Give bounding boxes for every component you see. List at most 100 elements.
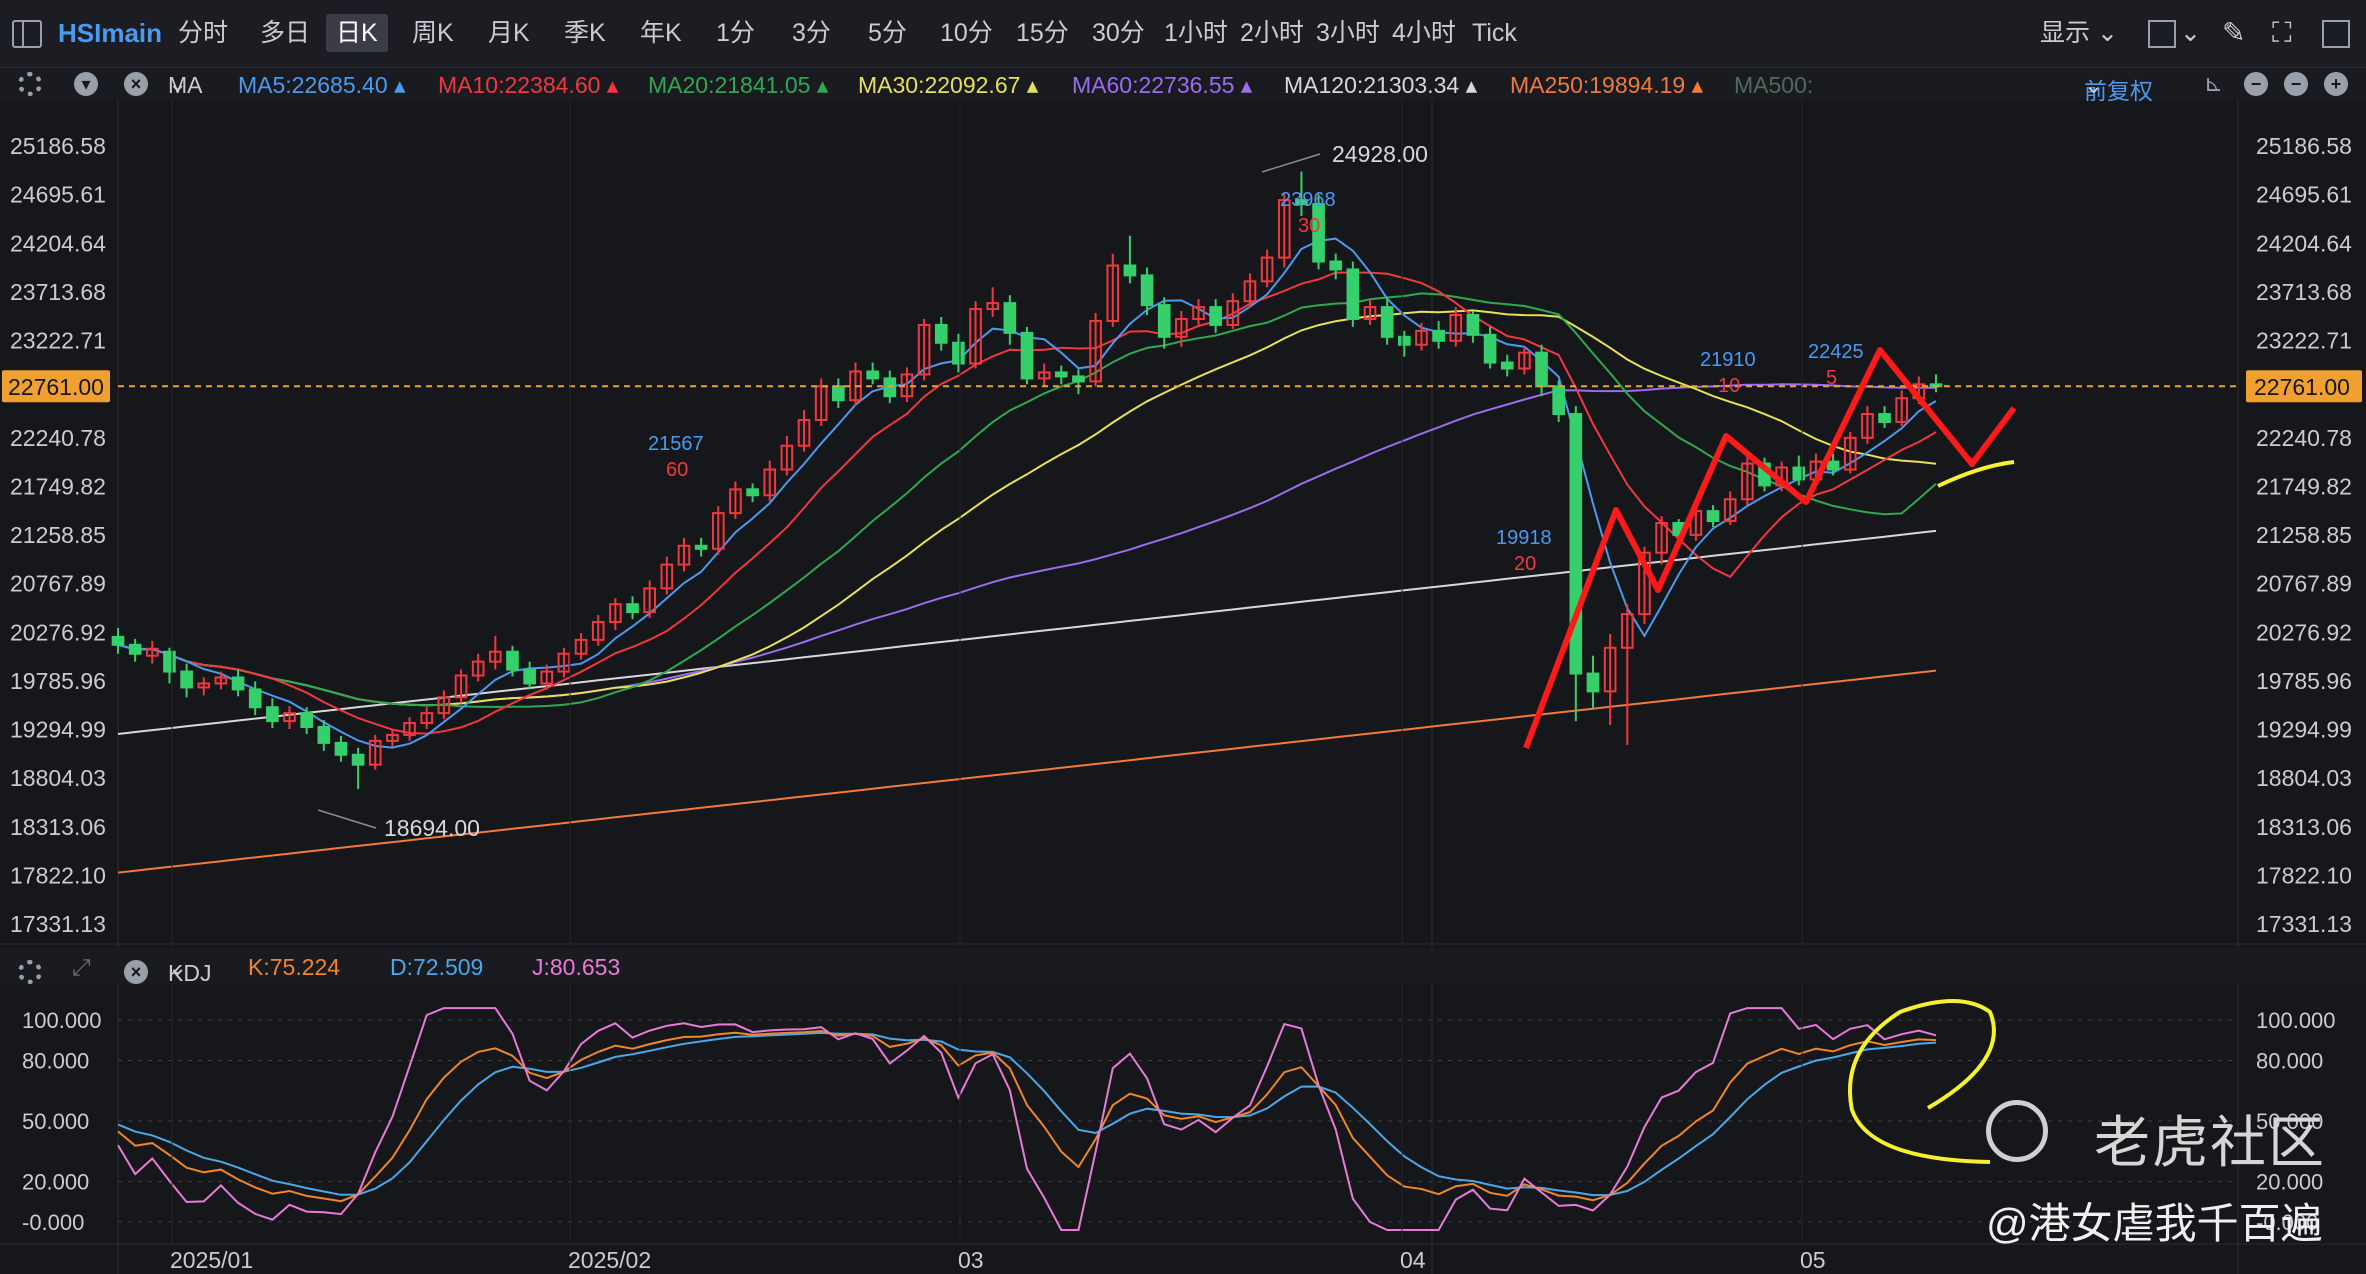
tab-timeframe[interactable]: 4小时 — [1392, 19, 1456, 47]
ma-legend-item[interactable]: MA10:22384.60 ▴ — [438, 72, 619, 98]
kdj-tick-label: -0.000 — [22, 1210, 84, 1235]
fullscreen-icon[interactable]: ⛶ — [2272, 17, 2292, 48]
kdj-tick-label: 100.000 — [2256, 1008, 2336, 1033]
candle-body — [1380, 306, 1394, 338]
candle-body — [471, 660, 485, 677]
candle-body — [1260, 256, 1274, 283]
tab-timeframe[interactable]: 季K — [564, 19, 606, 47]
candle-body — [334, 741, 348, 756]
chart-axis-icon[interactable]: ⊾ — [2204, 70, 2224, 96]
sidebar-toggle-icon[interactable] — [12, 20, 42, 48]
tab-timeframe[interactable]: 30分 — [1092, 19, 1145, 47]
panel-toggle-icon[interactable] — [2322, 20, 2350, 48]
tab-timeframe[interactable]: 多日 — [260, 19, 311, 47]
tab-timeframe[interactable]: 10分 — [940, 19, 993, 47]
ma-legend-item[interactable]: MA250:19894.19 ▴ — [1510, 72, 1704, 98]
candle-body — [883, 377, 897, 398]
price-tick-label: 18804.03 — [2256, 765, 2352, 791]
price-tick-label: 18313.06 — [2256, 814, 2352, 840]
ma5-line — [117, 237, 1937, 749]
tab-timeframe[interactable]: 5分 — [868, 19, 907, 47]
candle-body — [506, 650, 519, 671]
ma-legend-item[interactable]: MA20:21841.05 ▴ — [648, 72, 829, 98]
candle-body — [763, 468, 777, 497]
expand-icon[interactable]: ⤢ — [72, 954, 91, 980]
candle-body — [1569, 413, 1583, 675]
candle-body — [145, 647, 159, 657]
ma-legend-item[interactable]: MA60:22736.55 ▴ — [1072, 72, 1253, 98]
candle-body — [917, 323, 931, 376]
tab-timeframe[interactable]: 分时 — [178, 19, 229, 47]
candle-body — [626, 603, 639, 614]
price-tick-label: 18313.06 — [10, 814, 106, 840]
candle-body — [1483, 333, 1497, 364]
candle-body — [986, 302, 1000, 311]
tab-timeframe[interactable]: 周K — [412, 19, 454, 47]
tab-timeframe[interactable]: 日K — [326, 14, 388, 52]
tab-timeframe[interactable]: 3小时 — [1316, 19, 1380, 47]
low-label: 18694.00 — [384, 815, 480, 841]
ma-note-period: 20 — [1514, 553, 1536, 575]
ma-label: MA — [168, 72, 203, 98]
price-tick-label: 25186.58 — [10, 133, 106, 159]
chevron-down-icon[interactable]: ⌄ — [2180, 19, 2201, 47]
kdj-j-line — [117, 1007, 1937, 1231]
tab-timeframe[interactable]: 月K — [488, 19, 530, 47]
candle-body — [1775, 466, 1788, 487]
draw-pen-icon[interactable]: ✎ — [2222, 17, 2246, 48]
tab-timeframe[interactable]: 2小时 — [1240, 19, 1304, 47]
candle-body — [386, 733, 399, 742]
candle-body — [1175, 317, 1188, 338]
ma60-line — [117, 383, 1937, 707]
candle-body — [1363, 306, 1377, 320]
candle-body — [197, 682, 211, 689]
ma-legend-item[interactable]: MA120:21303.34 ▴ — [1284, 72, 1478, 98]
ma-note-period: 5 — [1826, 367, 1837, 389]
symbol-label[interactable]: HSImain — [58, 18, 163, 48]
ma-note-period: 60 — [666, 459, 688, 481]
price-tick-label: 17331.13 — [10, 911, 106, 937]
date-tick-label: 03 — [958, 1247, 984, 1273]
candle-body — [934, 323, 948, 344]
ma-note-value: 21567 — [648, 433, 704, 455]
price-tick-label: 17331.13 — [2256, 911, 2352, 937]
candle-body — [969, 308, 982, 365]
display-menu[interactable]: 显示 ⌄ — [2040, 14, 2118, 52]
candle-body — [1843, 436, 1857, 471]
ma-note-value: 19918 — [1496, 527, 1552, 549]
tab-timeframe[interactable]: 3分 — [792, 19, 831, 47]
candle-body — [1535, 351, 1548, 388]
tab-timeframe[interactable]: 15分 — [1016, 19, 1069, 47]
ma-legend-item[interactable]: MA30:22092.67 ▴ — [858, 72, 1039, 98]
kdj-label: KDJ — [168, 960, 212, 986]
candle-body — [1638, 551, 1651, 616]
ma-note-value: 21910 — [1700, 349, 1756, 371]
kdj-tick-label: 80.000 — [2256, 1049, 2323, 1074]
kdj-tick-label: 20.000 — [22, 1170, 89, 1195]
candle-body — [1466, 314, 1480, 336]
ma-legend-item[interactable]: MA5:22685.40 ▴ — [238, 72, 406, 98]
candle-body — [1723, 498, 1737, 523]
candle-body — [1312, 203, 1325, 263]
tab-timeframe[interactable]: Tick — [1472, 19, 1517, 47]
tab-timeframe[interactable]: 1小时 — [1164, 19, 1228, 47]
candle-body — [180, 670, 193, 689]
candle-body — [1895, 397, 1909, 423]
layout-square-icon[interactable] — [2148, 20, 2176, 48]
tab-timeframe[interactable]: 1分 — [716, 19, 755, 47]
ma-selector[interactable]: MA ⌄ — [168, 70, 203, 98]
ma-note-period: 30 — [1298, 215, 1320, 237]
ma-legend: ▾ × MA ⌄ MA5:22685.40 ▴ MA10:22384.60 ▴ MA… — [0, 68, 2366, 104]
high-label: 24928.00 — [1332, 141, 1428, 167]
current-price-tag — [2, 370, 110, 403]
top-toolbar: HSImain 分时 多日 日K 周K 月K 季K 年K 1分 3分 5分 10分 15分 30分 1小时… — [0, 0, 2366, 68]
tab-timeframe[interactable]: 年K — [640, 19, 682, 47]
candle-body — [711, 512, 725, 550]
kdj-tick-label: 100.000 — [22, 1008, 102, 1033]
ma120-line — [117, 529, 1937, 735]
kdj-selector[interactable]: KDJ ⌄ — [168, 954, 212, 986]
candle-body — [1809, 460, 1823, 481]
candle-body — [1500, 361, 1514, 370]
ma-legend-item[interactable]: MA500: — [1734, 72, 1814, 98]
